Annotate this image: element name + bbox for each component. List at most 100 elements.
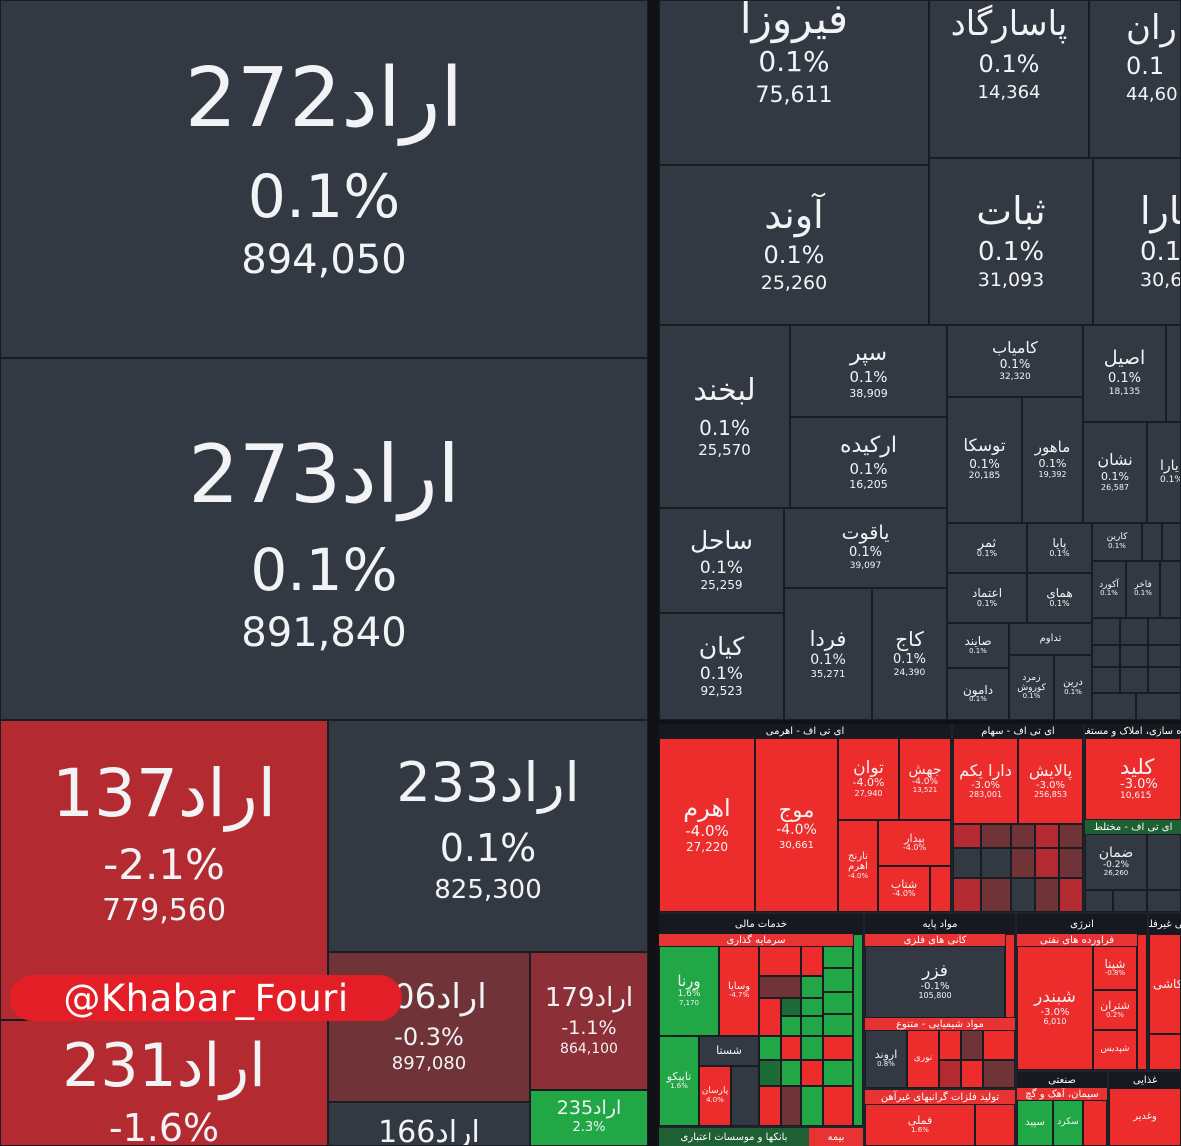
tile-sahel[interactable]: ساحل 0.1% 25,259 (659, 508, 784, 613)
tile-mini[interactable] (801, 998, 823, 1016)
tile-mini[interactable] (1059, 848, 1083, 878)
tile-kelid[interactable]: کلید -3.0% 10,615 (1085, 738, 1181, 820)
tile-zomorod[interactable]: زمرد کوروش 0.1% (1009, 655, 1054, 720)
tile-mini[interactable] (781, 1036, 801, 1060)
tile-parsan[interactable]: پارسان 4.0% (699, 1066, 731, 1126)
tile-asil[interactable]: اصیل 0.1% 18,135 (1083, 325, 1166, 422)
tile-etf-edge-2[interactable] (1142, 523, 1162, 561)
tile-etf-mini[interactable] (1148, 618, 1181, 645)
tile-mini[interactable] (939, 1060, 961, 1088)
tile-mini[interactable] (823, 946, 853, 968)
tile-mini[interactable] (961, 1030, 983, 1060)
tile-fameli[interactable]: فملی 1.6% (865, 1104, 975, 1146)
tile-etf-mini[interactable] (1092, 645, 1120, 667)
tile-arad137[interactable]: اراد137 -2.1% 779,560 (0, 720, 328, 1020)
tile-mini[interactable] (759, 976, 801, 998)
tile-mini[interactable] (759, 946, 801, 976)
tile-mini[interactable] (939, 1030, 961, 1060)
tile-mini[interactable] (853, 934, 863, 1126)
tile-kian[interactable]: کیان 0.1% 92,523 (659, 613, 784, 720)
tile-mahoor[interactable]: ماهور 0.1% 19,392 (1022, 397, 1083, 523)
tile-mini[interactable] (759, 1060, 781, 1086)
tile-etf-mini[interactable] (1120, 645, 1148, 667)
tile-mini[interactable] (1147, 834, 1181, 890)
tile-etf-mini[interactable] (1092, 667, 1120, 693)
tile-mini[interactable] (801, 1086, 823, 1126)
tile-palayesh[interactable]: پالایش -3.0% 256,853 (1018, 738, 1083, 824)
tile-homay[interactable]: همای 0.1% (1027, 573, 1092, 623)
tile-mini[interactable] (823, 1014, 853, 1036)
tile-arad272[interactable]: اراد272 0.1% 894,050 (0, 0, 648, 358)
tile-mini[interactable] (823, 968, 853, 992)
tile-etf-edge-3[interactable] (1162, 523, 1181, 561)
tile-arad179[interactable]: اراد179 -1.1% 864,100 (530, 952, 648, 1090)
tile-bidar[interactable]: بیدار -4.0% (878, 820, 951, 866)
tile-firooza[interactable]: فیروزا 0.1% 75,611 (659, 0, 929, 165)
tile-shetab[interactable]: شتاب -4.0% (878, 866, 930, 912)
tile-akord[interactable]: آکورد 0.1% (1092, 561, 1126, 618)
tile-mini[interactable] (1147, 890, 1181, 912)
tile-mini[interactable] (975, 1104, 1015, 1146)
tile-arad233[interactable]: اراد233 0.1% 825,300 (328, 720, 648, 952)
tile-mini[interactable] (759, 1086, 781, 1126)
tile-mini[interactable] (1005, 934, 1015, 1018)
tile-ran[interactable]: ران 0.1 44,60 (1089, 0, 1181, 158)
tile-mini[interactable] (983, 1060, 1015, 1088)
tile-arad231[interactable]: اراد231 -1.6% (0, 1020, 328, 1146)
tile-varna[interactable]: ورنا 1.6% 7,170 (659, 946, 719, 1036)
tile-fezar[interactable]: فزر -0.1% 105,800 (865, 946, 1005, 1018)
tile-mini[interactable] (801, 946, 823, 976)
tile-mini[interactable] (801, 1060, 823, 1086)
tile-mini[interactable] (930, 866, 951, 912)
tile-dara-yekom[interactable]: دارا یکم -3.0% 283,001 (953, 738, 1018, 824)
tile-mini[interactable] (801, 1016, 823, 1036)
tile-etf-edge-1[interactable] (1166, 325, 1181, 422)
tile-mini[interactable] (953, 824, 981, 848)
tile-mini[interactable] (731, 1066, 759, 1126)
tile-dorin[interactable]: درین 0.1% (1054, 655, 1092, 720)
tile-mini[interactable] (801, 1036, 823, 1060)
tile-mini[interactable] (1083, 1100, 1107, 1146)
tile-vasaya[interactable]: وسایا -4.7% (719, 946, 759, 1036)
tile-mini[interactable] (781, 1016, 801, 1036)
tile-shetran[interactable]: شتران 0.2% (1093, 990, 1137, 1030)
tile-etf-mini[interactable] (1148, 667, 1181, 693)
tile-mini[interactable] (1149, 1034, 1181, 1070)
tile-kamyab[interactable]: کامیاب 0.1% 32,320 (947, 325, 1083, 397)
tile-shapdis[interactable]: شپدیس (1093, 1030, 1137, 1070)
tile-mini[interactable] (981, 824, 1011, 848)
tile-mini[interactable] (823, 1036, 853, 1060)
tile-etf-mini[interactable] (1092, 618, 1120, 645)
tile-mini[interactable] (823, 992, 853, 1014)
tile-mini[interactable] (961, 1060, 983, 1088)
tile-etf-mini[interactable] (1136, 693, 1181, 720)
tile-narenj-ahrom[interactable]: نارنج اهرم -4.0% (838, 820, 878, 912)
tile-mini[interactable] (1113, 890, 1147, 912)
tile-mini[interactable] (953, 878, 981, 912)
tile-zaman[interactable]: ضمان -0.2% 26,260 (1085, 834, 1147, 890)
tile-mini[interactable] (801, 976, 823, 998)
tile-tapiko[interactable]: تاپیکو 1.6% (659, 1036, 699, 1126)
tile-arad273[interactable]: اراد273 0.1% 891,840 (0, 358, 648, 720)
tile-yara[interactable]: یارا 0.1% (1147, 422, 1181, 523)
tile-orkideh[interactable]: ارکیده 0.1% 16,205 (790, 417, 947, 508)
tile-mini[interactable] (1011, 848, 1035, 878)
tile-jahesh[interactable]: جهش -4.0% 13,521 (899, 738, 951, 820)
tile-mini[interactable] (1011, 824, 1035, 848)
tile-mini[interactable] (1011, 878, 1035, 912)
tile-shabandar[interactable]: شبندر -3.0% 6,010 (1017, 946, 1093, 1070)
tile-mini[interactable] (1035, 848, 1059, 878)
tile-noori[interactable]: نوری (907, 1030, 939, 1088)
tile-separ[interactable]: سپر 0.1% 38,909 (790, 325, 947, 417)
tile-mini[interactable] (759, 998, 781, 1036)
tile-kaj[interactable]: کاج 0.1% 24,390 (872, 588, 947, 720)
tile-sabat[interactable]: ثبات 0.1% 31,093 (929, 158, 1093, 325)
tile-mini[interactable] (981, 878, 1011, 912)
tile-etemad[interactable]: اعتماد 0.1% (947, 573, 1027, 623)
tile-samar[interactable]: ثمر 0.1% (947, 523, 1027, 573)
tile-etf-edge-4[interactable] (1160, 561, 1181, 618)
tile-ahrom[interactable]: اهرم -4.0% 27,220 (659, 738, 755, 912)
tile-arvand[interactable]: اروند 0.8% (865, 1030, 907, 1088)
tile-arad235[interactable]: اراد235 2.3% (530, 1090, 648, 1146)
tile-yaghoot[interactable]: یاقوت 0.1% 39,097 (784, 508, 947, 588)
